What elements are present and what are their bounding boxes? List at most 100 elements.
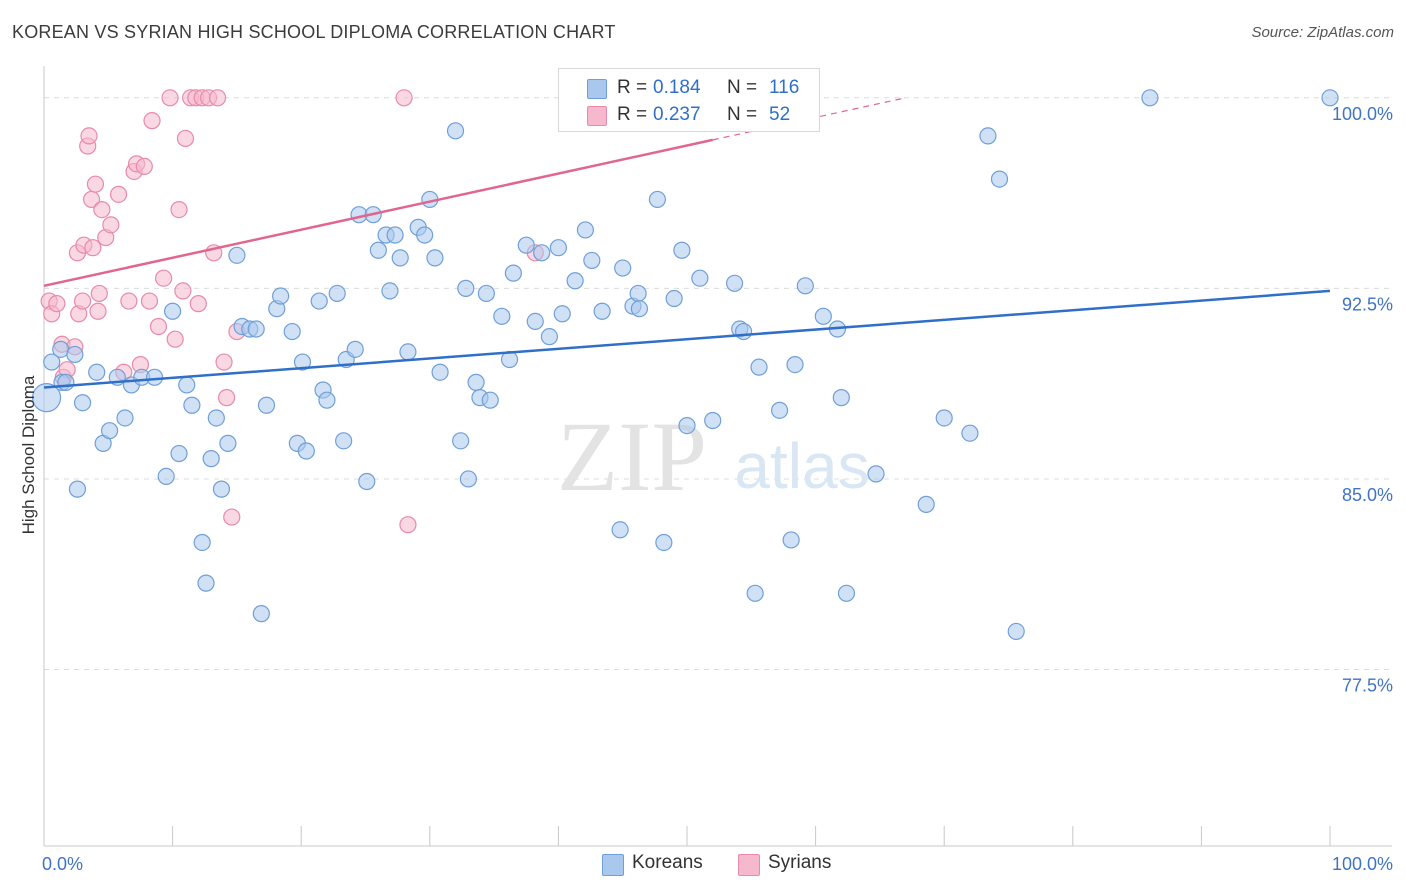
korean-point-16: [157, 467, 175, 486]
syrians-n-value: 52: [769, 104, 791, 125]
korean-point-101: [786, 356, 804, 374]
korean-point-54: [399, 343, 417, 361]
syrian-point-29: [143, 112, 161, 130]
syrians-r-value: 0.237: [653, 104, 701, 125]
syrian-point-21: [109, 185, 128, 203]
korean-point-39: [310, 292, 328, 310]
korean-point-85: [629, 284, 647, 303]
korean-point-35: [283, 322, 301, 341]
korean-point-41: [318, 391, 336, 409]
syrian-point-27: [135, 157, 153, 175]
korean-point-96: [734, 322, 753, 341]
korean-point-45: [346, 340, 364, 358]
korean-point-76: [553, 305, 571, 323]
korean-point-12: [116, 409, 134, 427]
korean-trend-line: [43, 289, 1331, 389]
korean-point-99: [770, 401, 789, 419]
korean-point-105: [832, 389, 850, 407]
koreans-r-label: R =: [617, 77, 648, 98]
syrian-point-30: [149, 317, 168, 336]
syrian-point-33: [166, 330, 184, 348]
korean-point-15: [145, 368, 164, 386]
korean-point-102: [796, 277, 814, 295]
y-tick-label-0: 100.0%: [1332, 104, 1393, 124]
korean-point-38: [297, 442, 315, 460]
syrian-point-2: [48, 295, 66, 313]
korean-point-63: [459, 470, 477, 488]
korean-point-73: [533, 244, 551, 262]
korean-point-78: [566, 272, 584, 290]
korean-point-64: [467, 373, 485, 391]
korean-point-17: [164, 302, 182, 320]
korean-point-24: [207, 409, 225, 427]
syrian-point-48: [395, 89, 413, 107]
korean-point-10: [100, 422, 119, 440]
korean-point-8: [88, 363, 106, 381]
korean-point-37: [293, 353, 312, 371]
syrian-point-17: [90, 284, 108, 303]
syrian-point-32: [161, 89, 179, 107]
koreans-legend-swatch: [602, 854, 624, 876]
syrian-point-15: [86, 175, 105, 193]
korean-point-60: [446, 122, 465, 140]
syrian-point-31: [154, 269, 173, 287]
korean-point-92: [691, 269, 709, 287]
x-tick-label-1: 100.0%: [1332, 854, 1393, 874]
korean-point-90: [673, 241, 691, 259]
syrian-point-39: [189, 295, 207, 313]
y-axis-label: High School Diploma: [19, 375, 38, 534]
korean-point-97: [746, 584, 764, 602]
syrian-point-34: [170, 200, 188, 219]
axes: [43, 66, 1392, 847]
koreans-n-label: N =: [727, 77, 758, 98]
korean-point-80: [583, 251, 601, 270]
korean-point-18: [170, 444, 188, 463]
syrian-point-12: [80, 127, 98, 145]
trend-lines: [43, 97, 1331, 389]
syrian-point-16: [89, 302, 107, 320]
korean-point-59: [431, 363, 449, 381]
korean-point-0: [31, 383, 62, 413]
korean-point-71: [517, 236, 535, 254]
korean-point-113: [979, 127, 997, 145]
syrian-point-49: [399, 516, 417, 534]
korean-point-34: [272, 287, 290, 305]
korean-point-81: [593, 302, 611, 320]
korean-point-68: [493, 307, 511, 325]
korean-point-51: [381, 282, 399, 300]
syrian-point-44: [215, 353, 233, 371]
korean-point-19: [178, 376, 196, 394]
korean-point-62: [457, 279, 475, 297]
syrian-point-20: [102, 216, 120, 234]
korean-point-6: [68, 480, 87, 498]
korean-point-87: [648, 190, 667, 209]
korean-point-21: [193, 533, 211, 552]
syrian-point-45: [218, 389, 236, 407]
legend-row-syrians: R = 0.237 N = 52: [559, 101, 819, 129]
syrian-point-28: [140, 292, 159, 310]
chart-title: KOREAN VS SYRIAN HIGH SCHOOL DIPLOMA COR…: [12, 22, 616, 42]
korean-point-112: [1321, 89, 1339, 107]
koreans-r-value: 0.184: [653, 77, 701, 98]
x-tick-label-0: 0.0%: [42, 854, 83, 874]
korean-point-109: [935, 409, 953, 427]
korean-point-20: [183, 396, 201, 414]
korean-point-83: [614, 259, 632, 277]
korean-point-49: [369, 241, 387, 259]
watermark-atlas: atlas: [734, 430, 869, 502]
syrian-point-18: [93, 200, 111, 219]
syrians-swatch: [587, 106, 607, 126]
syrians-r-label: R =: [617, 104, 648, 125]
korean-point-61: [452, 432, 470, 450]
koreans-swatch: [587, 79, 607, 99]
korean-point-108: [917, 495, 935, 513]
korean-point-22: [197, 574, 215, 592]
korean-point-23: [202, 450, 220, 468]
korean-point-103: [814, 307, 832, 325]
korean-point-79: [576, 221, 595, 239]
grid-lines: [44, 97, 1392, 671]
syrian-trend-line: [43, 138, 713, 288]
korean-point-93: [704, 411, 722, 430]
syrians-legend-label: Syrians: [768, 852, 832, 873]
